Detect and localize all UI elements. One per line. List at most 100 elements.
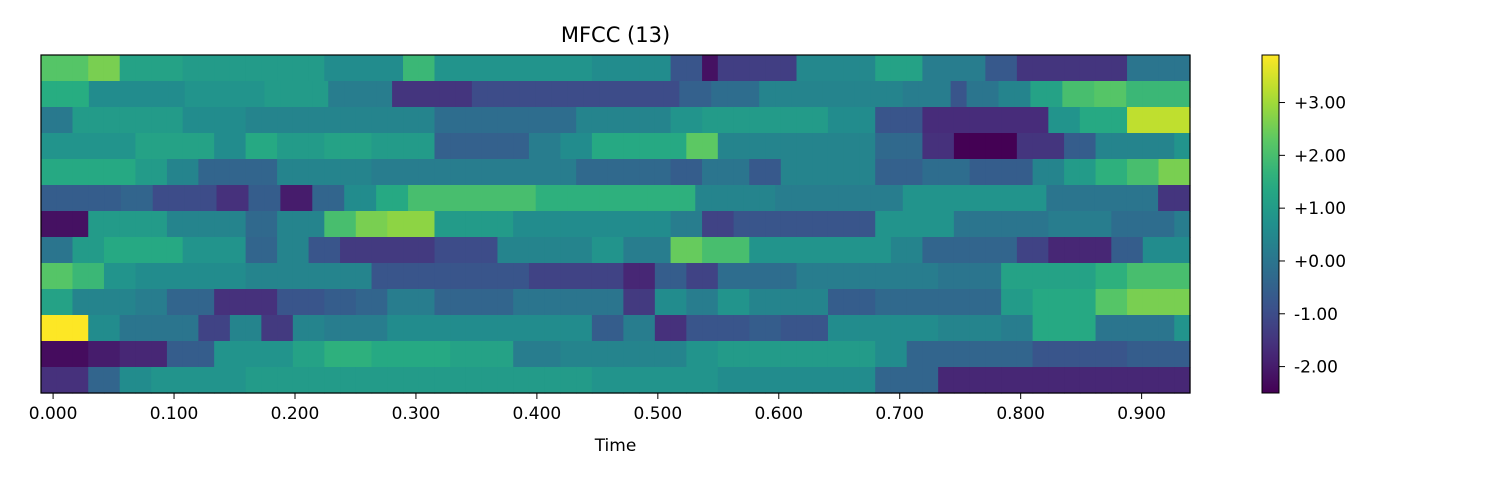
heatmap-cell bbox=[465, 107, 483, 134]
heatmap-cell bbox=[1095, 211, 1112, 238]
heatmap-cell bbox=[308, 107, 325, 134]
heatmap-cell bbox=[387, 289, 404, 316]
heatmap-cell bbox=[544, 133, 562, 160]
heatmap-cell bbox=[261, 211, 278, 238]
heatmap-cell bbox=[1048, 211, 1065, 238]
heatmap-cell bbox=[647, 185, 664, 212]
heatmap-cell bbox=[1064, 315, 1081, 342]
heatmap-cell bbox=[418, 315, 436, 342]
heatmap-cell bbox=[686, 237, 703, 264]
heatmap-cell bbox=[120, 81, 138, 108]
heatmap-cell bbox=[198, 55, 215, 82]
heatmap-cell bbox=[686, 341, 703, 368]
heatmap-cell bbox=[198, 237, 215, 264]
heatmap-cell bbox=[953, 367, 971, 394]
heatmap-cell bbox=[277, 289, 294, 316]
heatmap-cell bbox=[576, 263, 593, 290]
colorbar-tick-label: +1.00 bbox=[1294, 199, 1346, 219]
heatmap-cell bbox=[355, 237, 373, 264]
heatmap-cell bbox=[922, 367, 939, 394]
heatmap-cell bbox=[1001, 55, 1018, 82]
heatmap-cell bbox=[639, 315, 656, 342]
heatmap-cell bbox=[424, 185, 441, 212]
heatmap-cell bbox=[670, 55, 687, 82]
heatmap-cell bbox=[119, 289, 137, 316]
heatmap-cell bbox=[450, 237, 467, 264]
heatmap-cell bbox=[1079, 289, 1097, 316]
heatmap-cell bbox=[135, 211, 152, 238]
heatmap-cell bbox=[340, 55, 357, 82]
heatmap-cell bbox=[717, 55, 735, 82]
heatmap-cell bbox=[615, 185, 633, 212]
heatmap-cell bbox=[1127, 289, 1144, 316]
heatmap-cell bbox=[639, 107, 656, 134]
heatmap-cell bbox=[623, 237, 640, 264]
heatmap-cell bbox=[166, 341, 184, 368]
heatmap-cell bbox=[969, 133, 986, 160]
heatmap-cells bbox=[41, 55, 1191, 394]
heatmap-cell bbox=[544, 263, 562, 290]
heatmap-cell bbox=[969, 55, 986, 82]
heatmap-cell bbox=[56, 315, 74, 342]
heatmap-cell bbox=[812, 315, 829, 342]
heatmap-cell bbox=[119, 133, 137, 160]
heatmap-cell bbox=[591, 55, 609, 82]
heatmap-cell bbox=[631, 185, 649, 212]
heatmap-cell bbox=[1078, 81, 1095, 108]
heatmap-cell bbox=[1078, 185, 1095, 212]
heatmap-cell bbox=[1016, 159, 1034, 186]
heatmap-cell bbox=[765, 263, 782, 290]
heatmap-cell bbox=[875, 159, 892, 186]
heatmap-cell bbox=[854, 81, 872, 108]
heatmap-cell bbox=[765, 367, 782, 394]
heatmap-cell bbox=[1174, 341, 1191, 368]
heatmap-cell bbox=[1062, 81, 1079, 108]
heatmap-cell bbox=[1174, 315, 1191, 342]
heatmap-cell bbox=[355, 315, 373, 342]
heatmap-cell bbox=[292, 159, 310, 186]
heatmap-cell bbox=[418, 341, 436, 368]
heatmap-cell bbox=[261, 237, 278, 264]
heatmap-cell bbox=[647, 81, 664, 108]
heatmap-cell bbox=[1174, 289, 1191, 316]
heatmap-cell bbox=[72, 107, 89, 134]
heatmap-cell bbox=[969, 159, 986, 186]
heatmap-cell bbox=[324, 55, 341, 82]
heatmap-cell bbox=[292, 315, 310, 342]
heatmap-cell bbox=[733, 133, 750, 160]
heatmap-cell bbox=[544, 341, 562, 368]
heatmap-cell bbox=[639, 211, 656, 238]
heatmap-cell bbox=[902, 185, 920, 212]
heatmap-cell bbox=[340, 367, 357, 394]
heatmap-cell bbox=[450, 263, 467, 290]
heatmap-cell bbox=[890, 315, 908, 342]
heatmap-cell bbox=[465, 159, 483, 186]
heatmap-cell bbox=[387, 341, 404, 368]
heatmap-cell bbox=[1016, 211, 1034, 238]
heatmap-cell bbox=[1158, 55, 1175, 82]
heatmap-cell bbox=[387, 237, 404, 264]
heatmap-cell bbox=[1048, 367, 1065, 394]
heatmap-cell bbox=[982, 81, 1000, 108]
heatmap-cell bbox=[560, 107, 577, 134]
heatmap-cell bbox=[890, 211, 908, 238]
heatmap-cell bbox=[261, 367, 278, 394]
heatmap-cell bbox=[292, 55, 310, 82]
heatmap-cell bbox=[1127, 55, 1144, 82]
heatmap-cell bbox=[41, 133, 58, 160]
heatmap-cell bbox=[812, 341, 829, 368]
heatmap-cell bbox=[859, 289, 876, 316]
heatmap-cell bbox=[182, 55, 199, 82]
heatmap-cell bbox=[1127, 341, 1144, 368]
heatmap-cell bbox=[371, 289, 388, 316]
heatmap-cell bbox=[277, 55, 294, 82]
heatmap-cell bbox=[371, 159, 388, 186]
heatmap-cell bbox=[264, 185, 281, 212]
heatmap-cell bbox=[998, 81, 1016, 108]
heatmap-cell bbox=[182, 107, 199, 134]
heatmap-cell bbox=[72, 185, 90, 212]
heatmap-cell bbox=[292, 367, 310, 394]
heatmap-cell bbox=[151, 107, 168, 134]
heatmap-cell bbox=[717, 133, 735, 160]
heatmap-cell bbox=[340, 341, 357, 368]
